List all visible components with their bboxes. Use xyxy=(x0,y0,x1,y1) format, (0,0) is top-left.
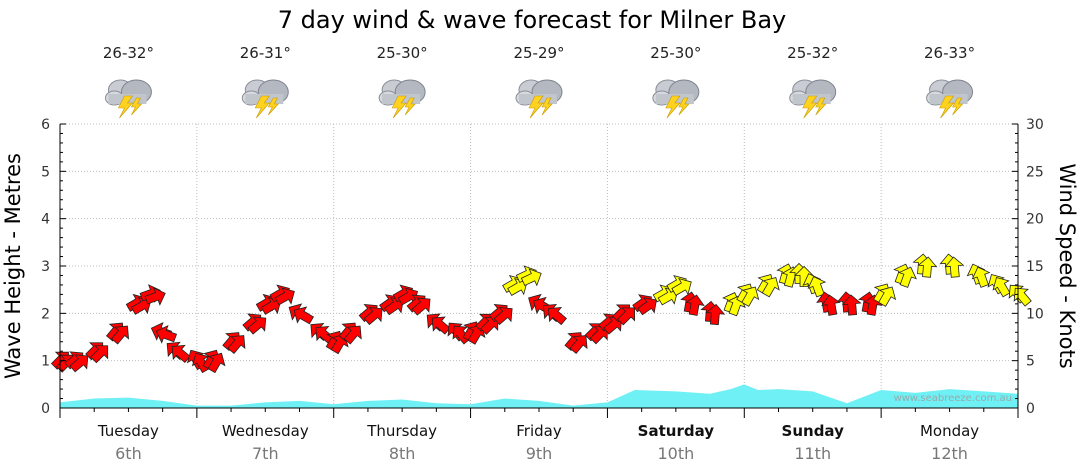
wind-arrow xyxy=(260,296,282,315)
wind-arrow xyxy=(507,278,528,296)
wind-arrow xyxy=(548,307,567,326)
wind-arrow xyxy=(637,297,657,316)
y-tick-label-left: 4 xyxy=(41,212,50,228)
wind-arrow xyxy=(761,277,780,298)
wind-arrow xyxy=(617,307,635,326)
day-label: Saturday xyxy=(638,422,715,440)
thunderstorm-icon xyxy=(104,79,152,119)
thunderstorm-icon xyxy=(515,79,563,119)
wind-arrow xyxy=(493,307,513,326)
wind-arrow xyxy=(821,294,841,316)
daily-forecast-header: 26-32° 26-31° 25-30° 25-29° 25-30° 25-32° 26-3… xyxy=(103,44,975,119)
wind-arrow xyxy=(898,266,917,288)
date-label: 8th xyxy=(389,444,416,463)
y-tick-label-right: 0 xyxy=(1026,401,1035,417)
wind-arrow xyxy=(480,316,499,335)
temperature-range: 26-32° xyxy=(103,44,154,62)
wind-arrow xyxy=(130,296,152,315)
y-tick-label-left: 1 xyxy=(41,354,50,370)
wind-arrow xyxy=(110,325,130,345)
y-tick-label-left: 6 xyxy=(41,117,50,133)
wind-arrow xyxy=(917,256,938,278)
wind-arrow xyxy=(411,297,431,316)
wind-arrow xyxy=(90,345,109,364)
wind-arrow xyxy=(171,344,191,363)
wind-arrow xyxy=(741,286,760,307)
wind-arrow xyxy=(274,287,295,306)
y-axis-label-left: Wave Height - Metres xyxy=(1,153,25,379)
thunderstorm-icon xyxy=(241,79,289,119)
wind-arrow xyxy=(227,335,246,354)
y-tick-label-left: 2 xyxy=(41,306,50,322)
y-tick-label-right: 15 xyxy=(1026,259,1044,275)
wind-arrow xyxy=(671,278,692,296)
day-label: Tuesday xyxy=(97,422,159,440)
y-tick-label-left: 5 xyxy=(41,164,50,180)
date-label: 10th xyxy=(657,444,694,463)
y-tick-label-left: 3 xyxy=(41,259,50,275)
wind-arrow xyxy=(520,268,542,287)
wind-arrow xyxy=(992,277,1011,298)
wind-speed-series xyxy=(50,253,1032,374)
axes: 0 1 2 3 4 5 6 0 5 10 15 20 25 30 Tuesday 6th Wednesday 7t… xyxy=(41,117,1044,463)
wind-arrow xyxy=(363,307,383,326)
day-label: Wednesday xyxy=(222,422,309,440)
wind-arrow xyxy=(705,303,726,326)
temperature-range: 25-30° xyxy=(377,44,428,62)
wind-arrow xyxy=(971,266,991,288)
y-tick-label-left: 0 xyxy=(41,401,50,417)
thunderstorm-icon xyxy=(789,79,837,119)
date-label: 11th xyxy=(794,444,831,463)
wind-arrow xyxy=(207,352,226,374)
y-tick-label-right: 25 xyxy=(1026,164,1044,180)
thunderstorm-icon xyxy=(378,79,426,119)
y-tick-label-right: 20 xyxy=(1026,212,1044,228)
chart-title: 7 day wind & wave forecast for Milner Ba… xyxy=(278,6,787,34)
temperature-range: 26-31° xyxy=(240,44,291,62)
wind-arrow xyxy=(589,326,608,345)
temperature-range: 25-32° xyxy=(787,44,838,62)
day-label: Monday xyxy=(920,422,979,440)
watermark: www.seabreeze.com.au xyxy=(894,393,1012,404)
wave-height-series xyxy=(60,384,1018,408)
y-tick-label-right: 10 xyxy=(1026,306,1044,322)
wind-arrow xyxy=(384,297,404,316)
wind-arrow xyxy=(878,286,897,307)
wind-arrow xyxy=(69,354,89,373)
date-label: 6th xyxy=(115,444,142,463)
wind-arrow xyxy=(247,316,267,335)
day-label: Friday xyxy=(516,422,562,440)
wind-arrow xyxy=(569,335,588,354)
wind-arrow xyxy=(155,325,178,344)
date-label: 7th xyxy=(252,444,279,463)
wave-height-area xyxy=(60,384,1018,408)
wind-arrow xyxy=(293,306,314,325)
wind-arrow xyxy=(343,325,362,345)
y-axis-label-right: Wind Speed - Knots xyxy=(1055,163,1079,368)
wind-arrow xyxy=(685,294,705,316)
thunderstorm-icon xyxy=(652,79,700,119)
temperature-range: 26-33° xyxy=(924,44,975,62)
wind-arrow xyxy=(657,287,679,306)
wind-arrow xyxy=(944,256,965,278)
wind-arrow xyxy=(807,276,827,298)
day-label: Sunday xyxy=(782,422,845,440)
thunderstorm-icon xyxy=(926,79,974,119)
day-label: Thursday xyxy=(366,422,437,440)
y-tick-label-right: 30 xyxy=(1026,117,1044,133)
date-label: 12th xyxy=(931,444,968,463)
temperature-range: 25-30° xyxy=(650,44,701,62)
y-tick-label-right: 5 xyxy=(1026,354,1035,370)
wind-arrow xyxy=(144,287,166,306)
temperature-range: 25-29° xyxy=(513,44,564,62)
date-label: 9th xyxy=(526,444,553,463)
wind-arrow xyxy=(841,294,862,316)
